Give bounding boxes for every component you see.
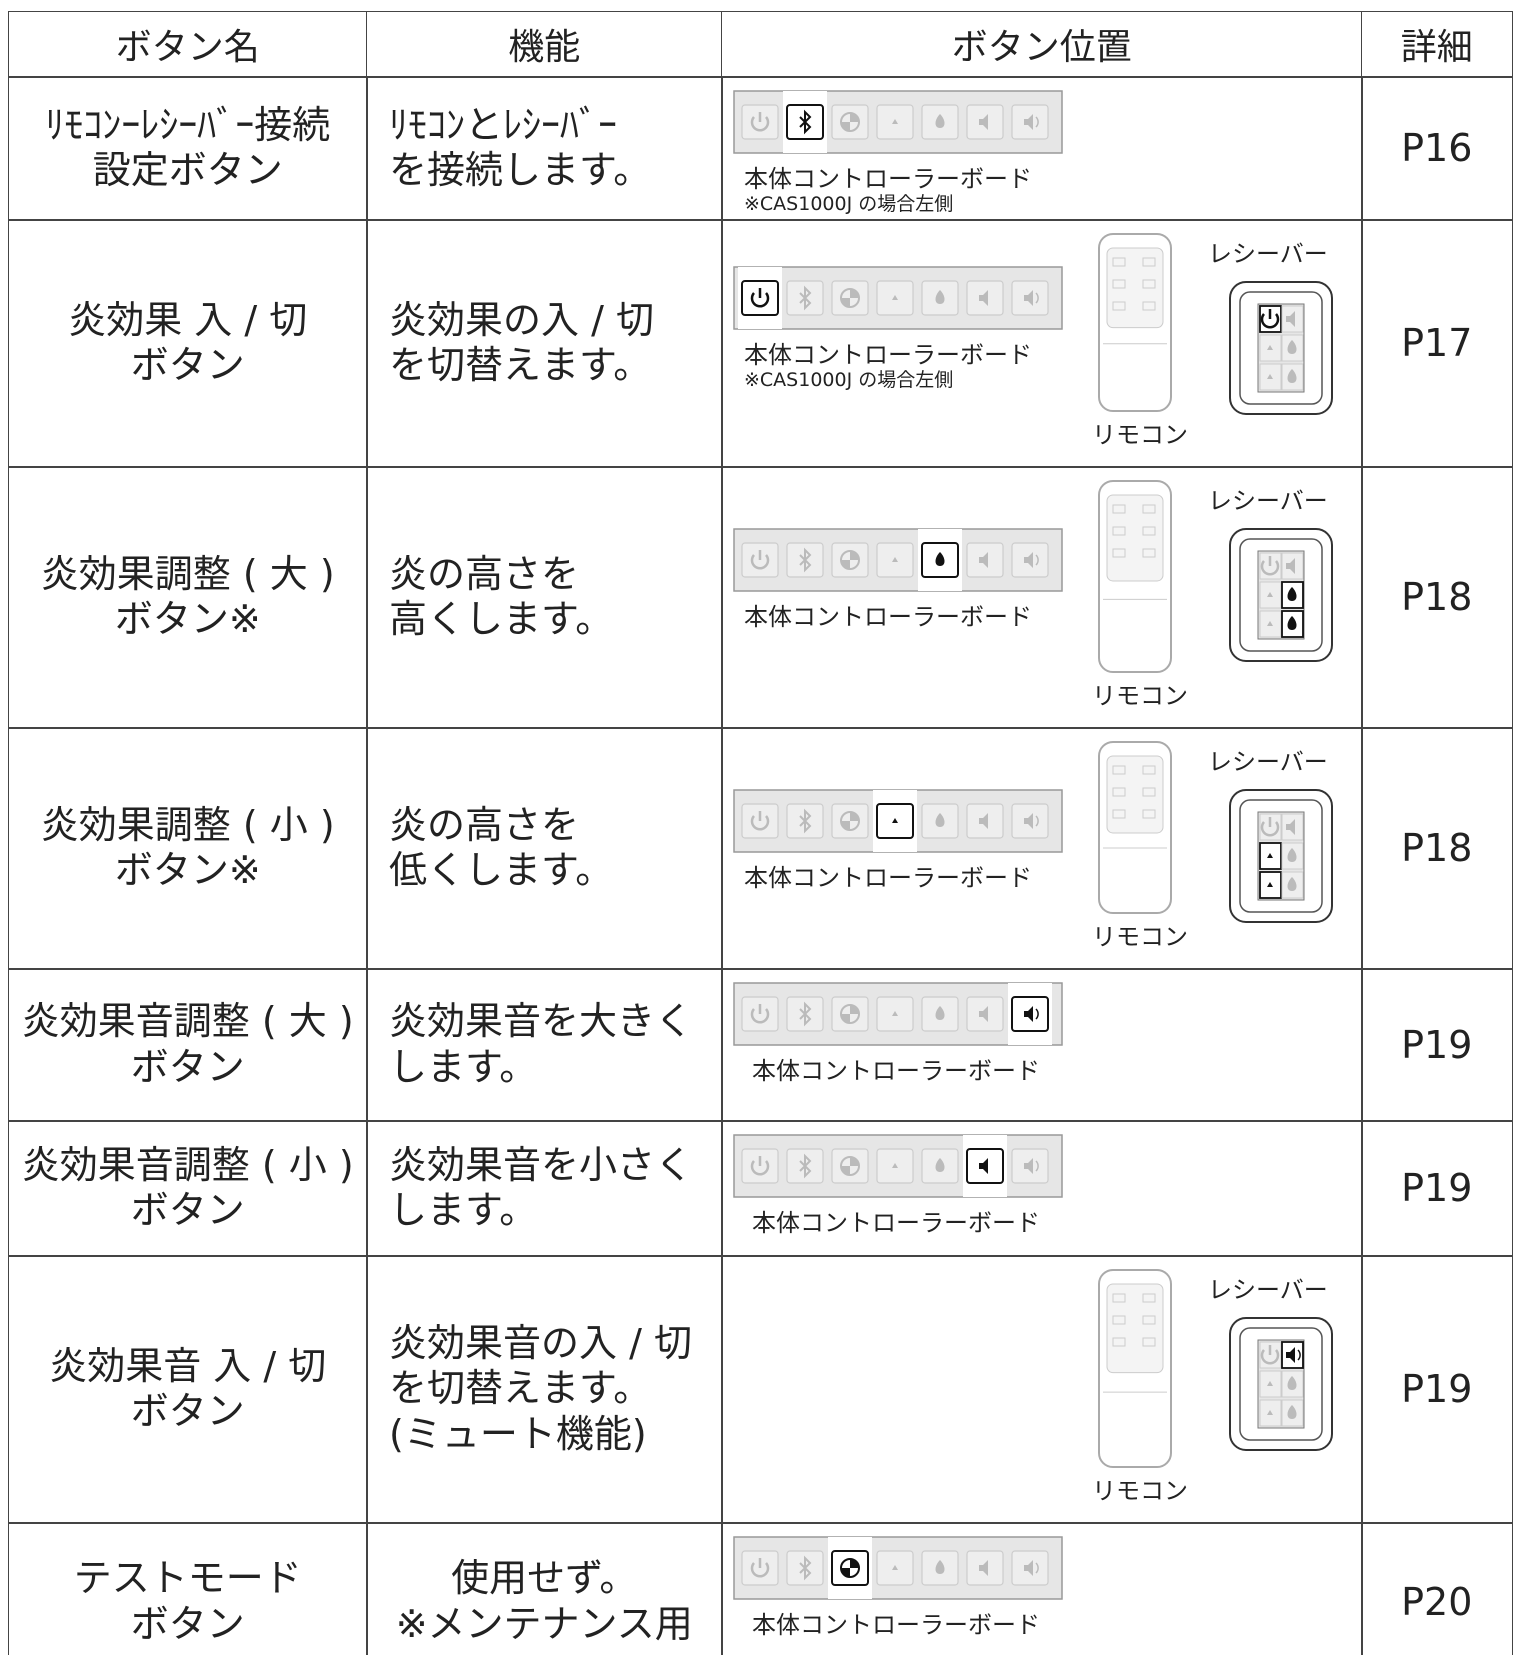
illustration bbox=[733, 1536, 1063, 1600]
name-line: ボタン※ bbox=[114, 597, 261, 642]
remote-label: リモコン bbox=[1092, 682, 1188, 710]
illustration bbox=[733, 982, 1063, 1046]
name-line: 炎効果音 入 / 切 bbox=[49, 1343, 327, 1388]
board-note: ※CAS1000J の場合左側 bbox=[744, 369, 954, 391]
button-name: 炎効果音調整 ( 小 ) ボタン bbox=[8, 1120, 368, 1257]
header-position: ボタン位置 bbox=[721, 11, 1363, 78]
detail-page: P19 bbox=[1361, 1120, 1513, 1257]
function-line: します。 bbox=[389, 1188, 538, 1233]
function-line: 炎効果音を小さく bbox=[389, 1142, 694, 1187]
function: 炎の高さを 高くします。 bbox=[366, 466, 723, 729]
name-line: 炎効果調整 ( 大 ) bbox=[40, 551, 335, 596]
name-line: テストモード bbox=[73, 1556, 302, 1601]
detail-page: P19 bbox=[1361, 968, 1513, 1122]
receiver-label: レシーバー bbox=[1208, 748, 1328, 776]
name-line: ボタン bbox=[130, 1601, 245, 1646]
detail-page: P18 bbox=[1361, 466, 1513, 729]
illustration bbox=[733, 233, 1333, 415]
name-line: 炎効果音調整 ( 小 ) bbox=[21, 1142, 354, 1187]
detail-page: P19 bbox=[1361, 1255, 1513, 1524]
receiver-label: レシーバー bbox=[1208, 1276, 1328, 1304]
illustration bbox=[733, 90, 1063, 154]
function: 炎効果音を小さく します。 bbox=[366, 1120, 723, 1257]
name-line: ﾘﾓｺﾝｰﾚｼｰﾊﾞｰ接続 bbox=[45, 102, 331, 147]
function-line: (ミュート機能) bbox=[389, 1412, 647, 1457]
detail-page: P18 bbox=[1361, 727, 1513, 970]
name-line: 炎効果調整 ( 小 ) bbox=[40, 802, 335, 847]
button-position: 本体コントローラーボード bbox=[721, 1120, 1363, 1257]
board-label: 本体コントローラーボード bbox=[744, 864, 1032, 892]
button-name: 炎効果 入 / 切ボタン bbox=[8, 219, 368, 468]
board-label: 本体コントローラーボード bbox=[752, 1057, 1040, 1085]
name-line: 炎効果 入 / 切 bbox=[68, 297, 308, 342]
function: ﾘﾓｺﾝとﾚｼｰﾊﾞｰ を接続します。 bbox=[366, 76, 723, 221]
function-line: します。 bbox=[389, 1044, 538, 1089]
header-name: ボタン名 bbox=[8, 11, 368, 78]
board-note: ※CAS1000J の場合左側 bbox=[744, 193, 954, 215]
illustration bbox=[733, 480, 1333, 673]
header-function: 機能 bbox=[366, 11, 723, 78]
name-line: ボタン bbox=[130, 343, 245, 388]
name-line: ボタン※ bbox=[114, 848, 261, 893]
detail-page: P20 bbox=[1361, 1522, 1513, 1655]
button-position: 本体コントローラーボードリモコン レシーバー bbox=[721, 466, 1363, 729]
button-name: ﾘﾓｺﾝｰﾚｼｰﾊﾞｰ接続 設定ボタン bbox=[8, 76, 368, 221]
name-line: 設定ボタン bbox=[92, 148, 283, 193]
header-detail: 詳細 bbox=[1361, 11, 1513, 78]
button-position: 本体コントローラーボード ※CAS1000J の場合左側 bbox=[721, 76, 1363, 221]
remote-label: リモコン bbox=[1092, 1477, 1188, 1505]
remote-label: リモコン bbox=[1092, 923, 1188, 951]
function: 使用せず。 ※メンテナンス用 bbox=[366, 1522, 723, 1655]
function: 炎効果音を大きく します。 bbox=[366, 968, 723, 1122]
receiver-label: レシーバー bbox=[1208, 240, 1328, 268]
illustration bbox=[733, 1134, 1063, 1198]
remote-label: リモコン bbox=[1092, 421, 1188, 449]
detail-page: P16 bbox=[1361, 76, 1513, 221]
function-line: 炎効果音の入 / 切 bbox=[389, 1320, 692, 1365]
button-position: 本体コントローラーボードリモコン レシーバー bbox=[721, 727, 1363, 970]
receiver-label: レシーバー bbox=[1208, 487, 1328, 515]
button-name: 炎効果調整 ( 小 ) ボタン※ bbox=[8, 727, 368, 970]
function-line: ﾘﾓｺﾝとﾚｼｰﾊﾞｰ bbox=[389, 102, 618, 147]
function-line: 高くします。 bbox=[389, 597, 614, 642]
function-line: を切替えます。 bbox=[389, 343, 652, 388]
button-position: 本体コントローラーボード bbox=[721, 1522, 1363, 1655]
name-line: ボタン bbox=[130, 1389, 245, 1434]
board-label: 本体コントローラーボード bbox=[752, 1611, 1040, 1639]
button-name: 炎効果音調整 ( 大 ) ボタン bbox=[8, 968, 368, 1122]
function-line: 炎効果の入 / 切 bbox=[389, 297, 654, 342]
detail-page: P17 bbox=[1361, 219, 1513, 468]
board-label: 本体コントローラーボード bbox=[744, 603, 1032, 631]
board-label: 本体コントローラーボード bbox=[752, 1209, 1040, 1237]
button-name: 炎効果音 入 / 切ボタン bbox=[8, 1255, 368, 1524]
button-name: 炎効果調整 ( 大 ) ボタン※ bbox=[8, 466, 368, 729]
button-name: テストモード ボタン bbox=[8, 1522, 368, 1655]
board-label: 本体コントローラーボード bbox=[744, 165, 1032, 193]
illustration bbox=[733, 741, 1333, 923]
function-line: 炎の高さを bbox=[389, 802, 580, 847]
button-position: 本体コントローラーボード ※CAS1000J の場合左側リモコン レシーバー bbox=[721, 219, 1363, 468]
function-line: 炎効果音を大きく bbox=[389, 999, 694, 1044]
function-line: 炎の高さを bbox=[389, 551, 580, 596]
button-position: リモコン レシーバー bbox=[721, 1255, 1363, 1524]
name-line: ボタン bbox=[130, 1188, 245, 1233]
function-line: 低くします。 bbox=[389, 848, 614, 893]
function-line: ※メンテナンス用 bbox=[395, 1601, 693, 1646]
name-line: ボタン bbox=[130, 1044, 245, 1089]
function-line: 使用せず。 bbox=[451, 1556, 638, 1601]
function-line: を切替えます。 bbox=[389, 1366, 652, 1411]
name-line: 炎効果音調整 ( 大 ) bbox=[21, 999, 354, 1044]
button-position: 本体コントローラーボード bbox=[721, 968, 1363, 1122]
illustration bbox=[1098, 1269, 1333, 1468]
function: 炎効果音の入 / 切を切替えます。 (ミュート機能) bbox=[366, 1255, 723, 1524]
function: 炎効果の入 / 切を切替えます。 bbox=[366, 219, 723, 468]
function: 炎の高さを 低くします。 bbox=[366, 727, 723, 970]
board-label: 本体コントローラーボード bbox=[744, 341, 1032, 369]
function-line: を接続します。 bbox=[389, 148, 652, 193]
